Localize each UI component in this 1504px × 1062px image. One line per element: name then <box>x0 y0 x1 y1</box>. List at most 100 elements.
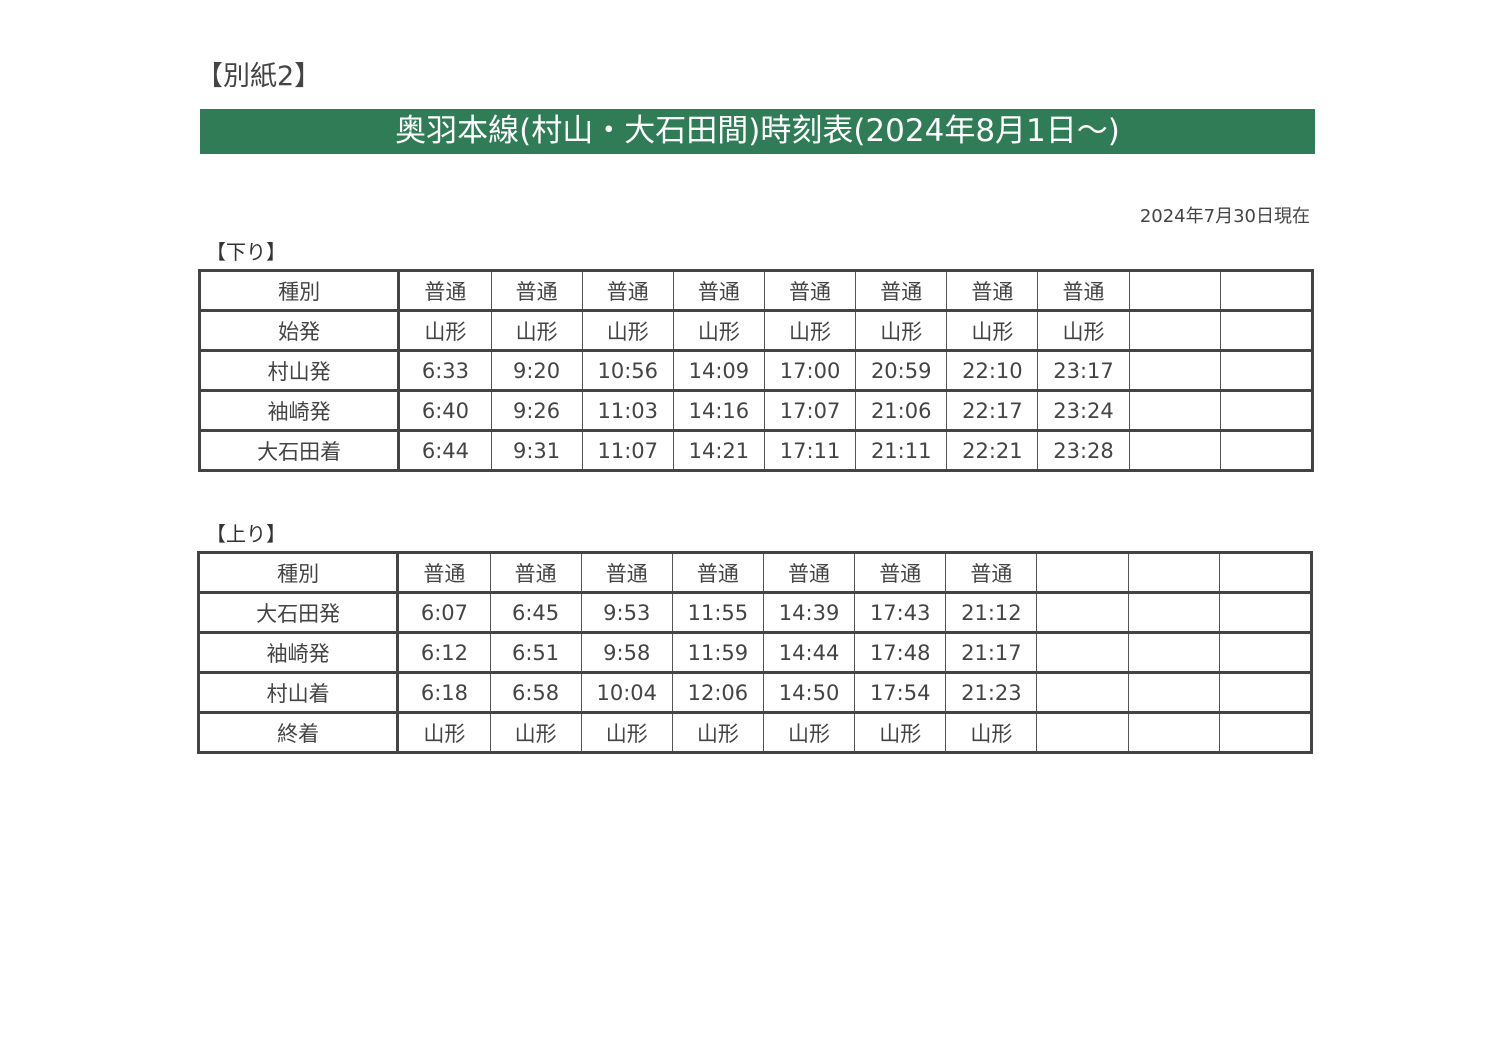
row-header: 袖崎発 <box>198 390 401 431</box>
table-cell: 普通 <box>763 270 857 311</box>
table-cell: 山形 <box>490 310 583 351</box>
table-cell: 17:00 <box>763 350 857 391</box>
table-cell: 普通 <box>1037 270 1130 311</box>
table-cell: 山形 <box>581 310 674 351</box>
table-cell: 6:33 <box>398 350 492 391</box>
table-cell: 山形 <box>946 310 1039 351</box>
table-cell <box>1128 430 1221 471</box>
row-header: 種別 <box>198 270 401 311</box>
row-header: 大石田発 <box>197 592 400 633</box>
table-cell: 普通 <box>854 552 947 593</box>
table-cell: 普通 <box>762 552 856 593</box>
table-row: 大石田着 6:44 9:31 11:07 14:21 17:11 21:11 22:21 23:… <box>198 430 1314 471</box>
table-cell: 普通 <box>946 270 1039 311</box>
table-cell: 山形 <box>397 712 491 753</box>
table-cell: 山形 <box>671 712 764 753</box>
table-cell: 14:50 <box>762 672 856 713</box>
table-cell: 普通 <box>581 270 674 311</box>
table-cell: 10:56 <box>581 350 674 391</box>
table-cell: 6:40 <box>398 390 492 431</box>
table-cell: 普通 <box>397 552 491 593</box>
table-row: 終着 山形 山形 山形 山形 山形 山形 山形 <box>197 712 1313 753</box>
table-cell <box>1036 632 1129 673</box>
table-cell: 普通 <box>490 270 583 311</box>
down-section-label: 【下り】 <box>206 240 286 264</box>
table-cell <box>1218 712 1313 753</box>
table-cell <box>1128 350 1221 391</box>
table-row: 村山発 6:33 9:20 10:56 14:09 17:00 20:59 22:10 23:1… <box>198 350 1314 391</box>
table-cell: 9:20 <box>490 350 583 391</box>
table-cell: 普通 <box>945 552 1038 593</box>
table-cell: 普通 <box>671 552 764 593</box>
table-cell: 17:11 <box>763 430 857 471</box>
table-cell <box>1218 632 1313 673</box>
table-cell: 23:24 <box>1037 390 1130 431</box>
table-cell: 山形 <box>489 712 582 753</box>
table-cell <box>1219 390 1314 431</box>
up-section-label: 【上り】 <box>206 522 286 546</box>
table-cell: 9:26 <box>490 390 583 431</box>
table-cell: 普通 <box>489 552 582 593</box>
table-cell: 山形 <box>762 712 856 753</box>
table-cell: 10:04 <box>580 672 673 713</box>
table-row: 種別 普通 普通 普通 普通 普通 普通 普通 <box>197 552 1313 593</box>
table-cell: 21:12 <box>945 592 1038 633</box>
table-cell <box>1219 270 1314 311</box>
as-of-date: 2024年7月30日現在 <box>1139 206 1310 227</box>
table-cell: 山形 <box>763 310 857 351</box>
table-cell <box>1036 712 1129 753</box>
table-cell <box>1036 552 1129 593</box>
up-timetable: 種別 普通 普通 普通 普通 普通 普通 普通 大石田発 6:07 6:45 9:53 11:55 14:… <box>197 551 1313 754</box>
row-header: 村山着 <box>197 672 400 713</box>
table-cell: 山形 <box>1037 310 1130 351</box>
table-cell: 6:12 <box>397 632 491 673</box>
table-cell: 22:17 <box>946 390 1039 431</box>
table-cell: 6:07 <box>397 592 491 633</box>
table-cell: 14:16 <box>672 390 765 431</box>
table-row: 始発 山形 山形 山形 山形 山形 山形 山形 山形 <box>198 310 1314 351</box>
annex-label: 【別紙2】 <box>196 61 322 92</box>
table-cell <box>1218 592 1313 633</box>
table-cell: 11:55 <box>671 592 764 633</box>
table-cell <box>1036 592 1129 633</box>
table-cell <box>1036 672 1129 713</box>
table-cell: 11:59 <box>671 632 764 673</box>
table-cell: 山形 <box>398 310 492 351</box>
table-cell: 11:07 <box>581 430 674 471</box>
table-cell <box>1128 270 1221 311</box>
table-cell: 6:18 <box>397 672 491 713</box>
table-cell <box>1128 390 1221 431</box>
table-cell: 23:17 <box>1037 350 1130 391</box>
row-header: 大石田着 <box>198 430 401 471</box>
page-title: 奥羽本線(村山・大石田間)時刻表(2024年8月1日～) <box>200 109 1315 154</box>
table-cell: 普通 <box>580 552 673 593</box>
table-cell <box>1128 310 1221 351</box>
table-cell: 21:17 <box>945 632 1038 673</box>
table-cell <box>1218 552 1313 593</box>
table-row: 種別 普通 普通 普通 普通 普通 普通 普通 普通 <box>198 270 1314 311</box>
table-cell: 14:39 <box>762 592 856 633</box>
table-row: 袖崎発 6:40 9:26 11:03 14:16 17:07 21:06 22:17 23:2… <box>198 390 1314 431</box>
table-cell: 20:59 <box>855 350 948 391</box>
row-header: 袖崎発 <box>197 632 400 673</box>
table-cell: 6:51 <box>489 632 582 673</box>
row-header: 村山発 <box>198 350 401 391</box>
table-cell: 17:43 <box>854 592 947 633</box>
table-cell: 9:58 <box>580 632 673 673</box>
table-cell <box>1127 712 1220 753</box>
table-cell: 6:45 <box>489 592 582 633</box>
table-cell: 9:53 <box>580 592 673 633</box>
table-cell: 山形 <box>945 712 1038 753</box>
table-cell: 22:21 <box>946 430 1039 471</box>
table-cell: 17:07 <box>763 390 857 431</box>
down-timetable: 種別 普通 普通 普通 普通 普通 普通 普通 普通 始発 山形 山形 山形 山形 山形 山形 山形 山形 村山発 6… <box>198 269 1314 472</box>
table-cell: 23:28 <box>1037 430 1130 471</box>
row-header: 終着 <box>197 712 400 753</box>
table-cell: 21:11 <box>855 430 948 471</box>
table-cell: 17:48 <box>854 632 947 673</box>
table-cell: 6:44 <box>398 430 492 471</box>
table-cell <box>1219 430 1314 471</box>
table-cell: 17:54 <box>854 672 947 713</box>
table-cell: 6:58 <box>489 672 582 713</box>
table-cell: 山形 <box>580 712 673 753</box>
